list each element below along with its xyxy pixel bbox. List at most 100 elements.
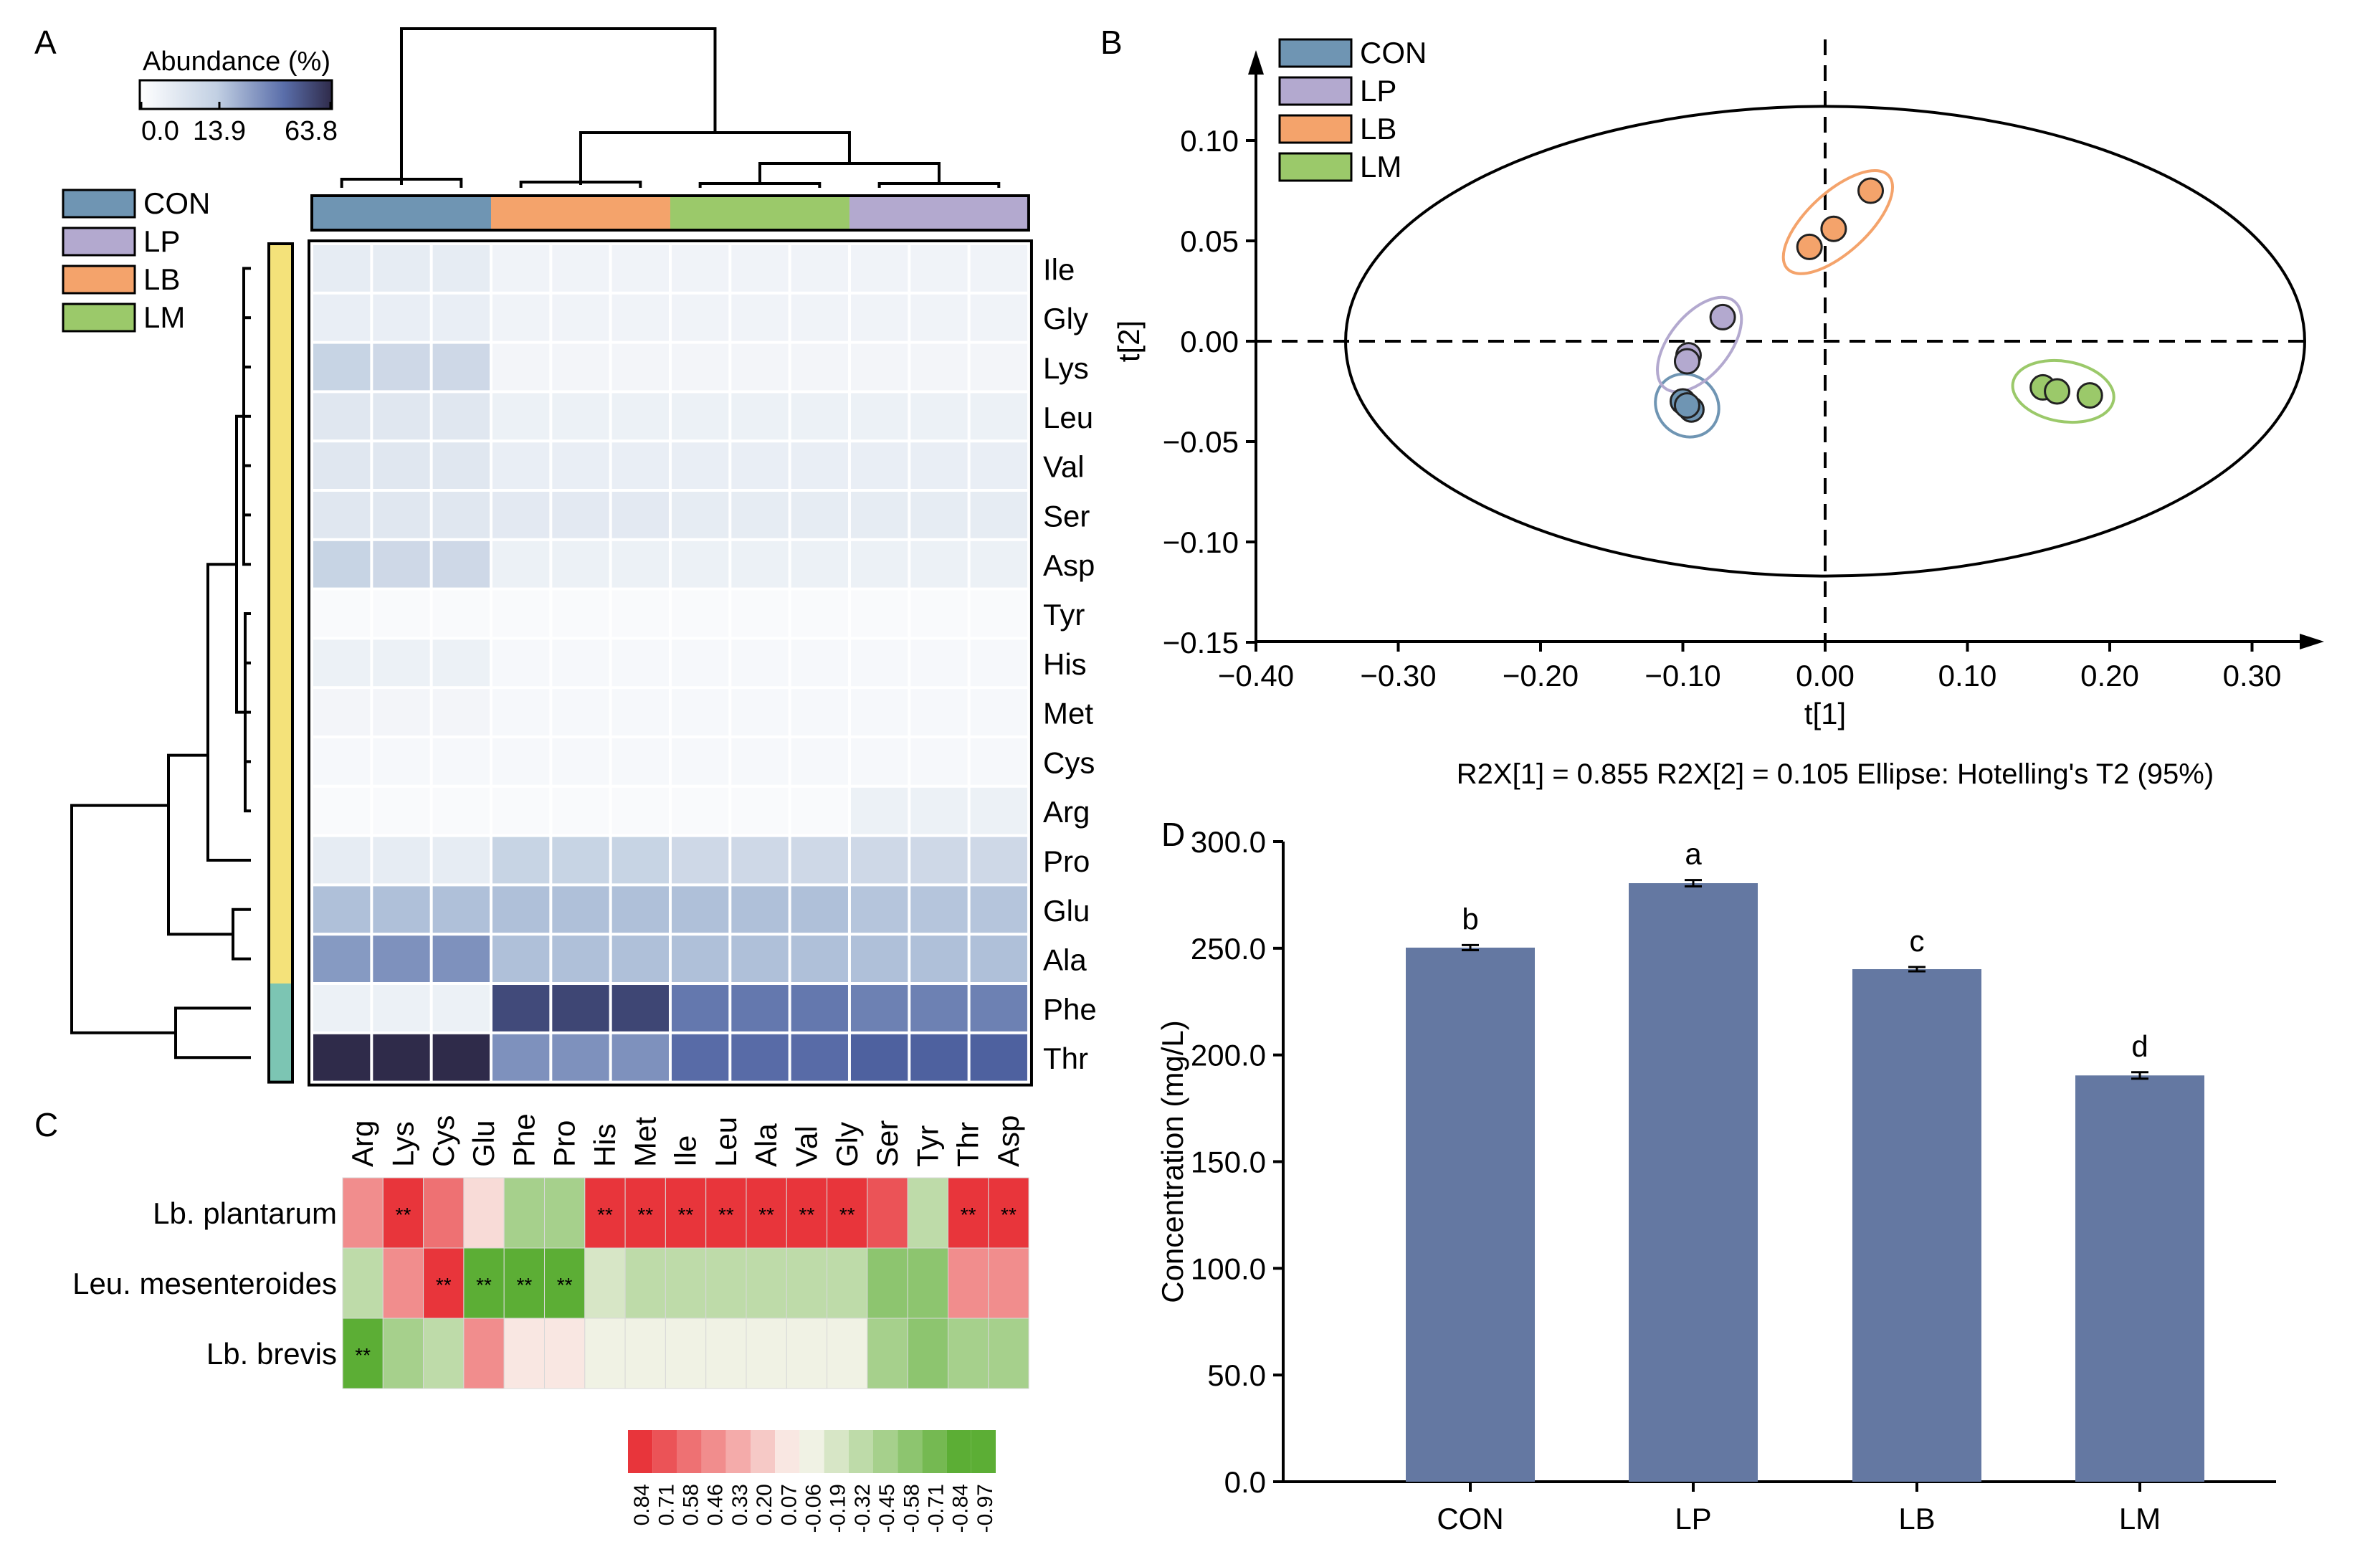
heatmap-cell-lys: [373, 343, 430, 391]
corr-cell-lb-brevis-glu: [463, 1318, 505, 1389]
heatmap-cell-tyr: [731, 590, 789, 637]
corr-cell-lb-plantarum-arg: [342, 1177, 384, 1249]
heatmap-cell-ala: [432, 935, 490, 982]
heatmap-cell-asp: [910, 540, 968, 588]
heatmap-cell-his: [910, 639, 968, 687]
corr-significance-mark: **: [758, 1204, 774, 1226]
heatmap-cell-ser: [611, 492, 669, 538]
bar-x-label-lb: LB: [1898, 1502, 1935, 1535]
corr-colorbar-step: [971, 1430, 996, 1473]
heatmap-cell-leu: [910, 393, 968, 440]
corr-colorbar-step: [946, 1430, 971, 1473]
heatmap-cell-tyr: [850, 590, 908, 637]
heatmap-cell-his: [552, 639, 609, 687]
heatmap-cell-met: [910, 689, 968, 735]
dendro-top-lm-lp: [758, 162, 941, 184]
heatmap-cell-cys: [552, 738, 609, 785]
heatmap-cell-gly: [492, 294, 550, 341]
heatmap-cell-ala: [671, 935, 729, 982]
heatmap-cell-ser: [850, 492, 908, 538]
significance-letter-con: b: [1462, 902, 1478, 935]
abundance-tick-label: 63.8: [285, 116, 338, 146]
panel-b-score-plot: −0.40 −0.30 −0.20 −0.10 0.00 0.10 0.20 0.30 −0.1…: [1112, 36, 2324, 790]
heatmap-cell-thr: [910, 1034, 968, 1081]
heatmap-cell-cys: [671, 738, 729, 785]
heatmap-cell-tyr: [373, 590, 430, 637]
corr-colorbar-step: [922, 1430, 947, 1473]
heatmap-cell-phe: [850, 985, 908, 1032]
heatmap-cell-asp: [731, 540, 789, 588]
corr-col-label-glu: Glu: [467, 1120, 500, 1167]
dendro-top-root: [399, 27, 717, 179]
heatmap-cell-val: [492, 442, 550, 489]
heatmap-cell-pro: [492, 837, 550, 884]
heatmap-cell-lys: [611, 343, 669, 391]
corr-cell-lb-brevis-met: [624, 1318, 666, 1389]
heatmap-cell-gly: [910, 294, 968, 341]
heatmap-cell-tyr: [552, 590, 609, 637]
corr-colorbar-step: [775, 1430, 800, 1473]
heatmap-cell-thr: [313, 1034, 371, 1081]
group-ellipse-lb: [1781, 168, 1895, 275]
heatmap-cell-gly: [731, 294, 789, 341]
heatmap-cell-ser: [492, 492, 550, 538]
corr-cell-leu-mesenteroides-his: [584, 1247, 626, 1319]
score-legend-swatch-lb: [1278, 114, 1353, 144]
corr-cell-lb-brevis-his: [584, 1318, 626, 1389]
corr-col-label-his: His: [588, 1123, 622, 1167]
heatmap-cell-tyr: [492, 590, 550, 637]
row-label-ile: Ile: [1043, 252, 1075, 286]
corr-cell-leu-mesenteroides-ser: [867, 1247, 908, 1319]
heatmap-cell-tyr: [791, 590, 848, 637]
heatmap-cell-ser: [731, 492, 789, 538]
heatmap-cell-arg: [373, 787, 430, 834]
heatmap-cell-thr: [552, 1034, 609, 1081]
heatmap-cell-tyr: [313, 590, 371, 637]
heatmap-cell-his: [671, 639, 729, 687]
column-group-lp: [849, 196, 1029, 230]
panel-label-c: C: [34, 1106, 58, 1143]
heatmap-cell-phe: [910, 985, 968, 1032]
heatmap-cell-pro: [671, 837, 729, 884]
panel-a-heatmap: Abundance (%) 0.0 13.9 63.8 CON LP LB LM Ile G…: [62, 27, 1097, 1087]
heatmap-cell-ser: [373, 492, 430, 538]
heatmap-cell-met: [611, 689, 669, 735]
x-tick-label: −0.40: [1218, 659, 1294, 692]
corr-col-label-arg: Arg: [346, 1120, 379, 1167]
heatmap-cell-lys: [731, 343, 789, 391]
heatmap-cell-his: [432, 639, 490, 687]
heatmap-cell-lys: [671, 343, 729, 391]
corr-cell-lb-plantarum-lys: [382, 1177, 424, 1249]
bar-y-tick-label: 100.0: [1191, 1252, 1266, 1285]
y-tick-label: −0.05: [1163, 425, 1239, 459]
corr-colorbar-label: 0.58: [680, 1484, 703, 1525]
heatmap-cell-phe: [731, 985, 789, 1032]
heatmap-cell-cys: [731, 738, 789, 785]
heatmap-cell-glu: [850, 886, 908, 933]
heatmap-cell-ser: [970, 492, 1027, 538]
corr-cell-lb-brevis-ala: [746, 1318, 787, 1389]
heatmap-cell-arg: [731, 787, 789, 834]
heatmap-cell-pro: [910, 837, 968, 884]
score-point-lb: [1857, 177, 1885, 204]
corr-cell-lb-brevis-arg: [342, 1318, 384, 1389]
heatmap-cell-ala: [850, 935, 908, 982]
heatmap-cell-leu: [850, 393, 908, 440]
heatmap-cell-lys: [492, 343, 550, 391]
heatmap-cell-val: [313, 442, 371, 489]
legend-label-lb: LB: [143, 262, 180, 296]
corr-colorbar-label: 0.84: [630, 1484, 654, 1525]
score-plot-y-label: t[2]: [1112, 320, 1146, 362]
heatmap-cell-phe: [552, 985, 609, 1032]
heatmap-cell-lys: [850, 343, 908, 391]
heatmap-cell-thr: [791, 1034, 848, 1081]
corr-significance-mark: **: [597, 1204, 613, 1226]
heatmap-cell-pro: [731, 837, 789, 884]
corr-colorbar-step: [873, 1430, 898, 1473]
corr-col-label-ser: Ser: [870, 1120, 904, 1167]
bar-y-tick-label: 300.0: [1191, 825, 1266, 859]
y-axis-arrow: [1248, 50, 1264, 75]
corr-significance-mark: **: [516, 1274, 532, 1296]
heatmap-cell-phe: [791, 985, 848, 1032]
bar-lp: [1629, 883, 1758, 1482]
